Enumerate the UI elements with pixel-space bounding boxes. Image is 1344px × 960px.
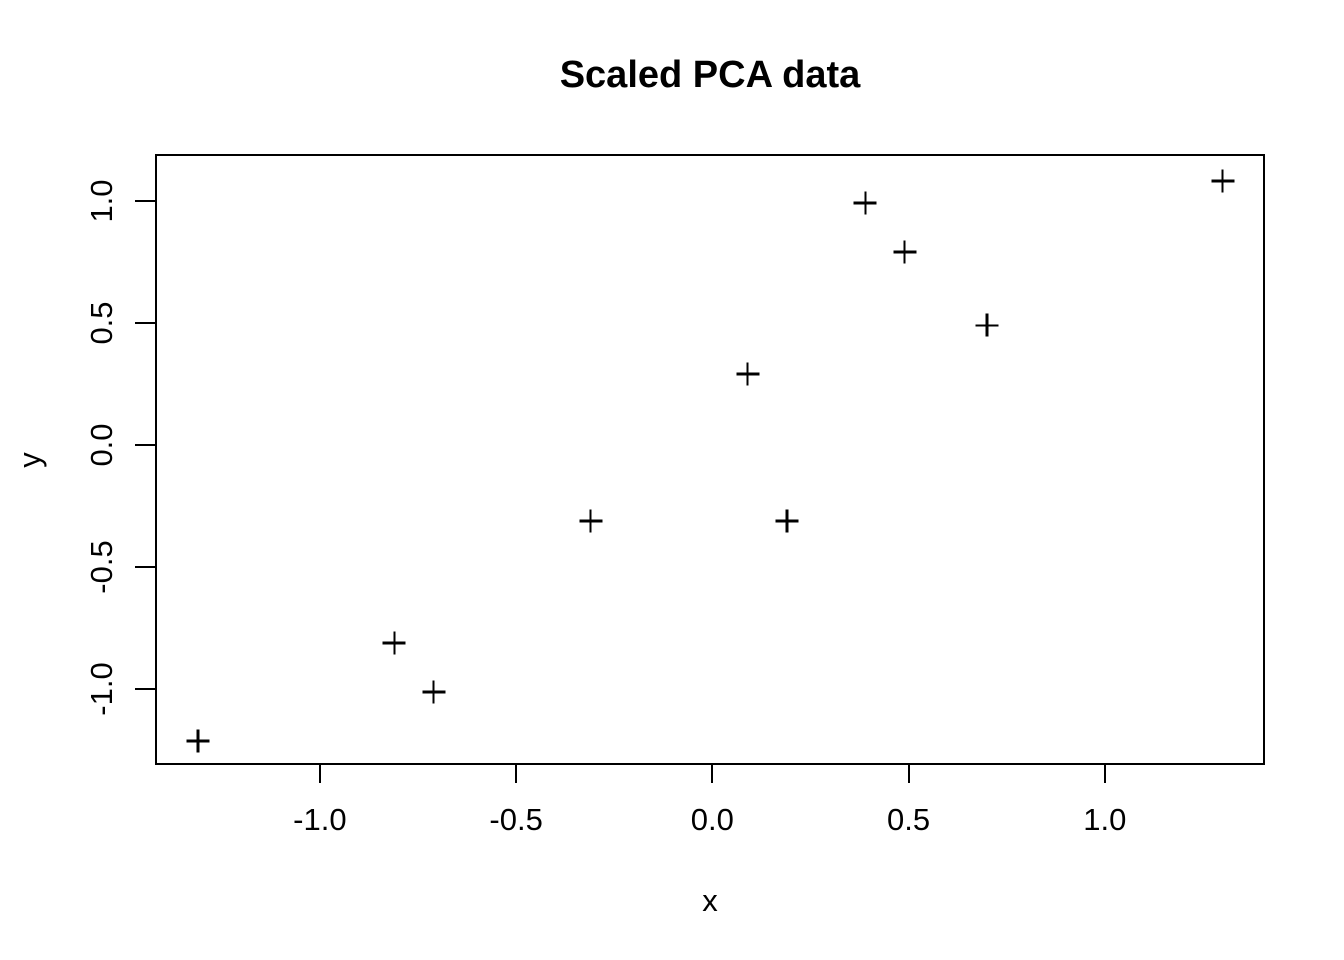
plot-area: x y -1.0 -0.5 0.0 0.5 1.0 -1.0 -0.5 0.0 0.5 1.0 <box>12 154 1265 918</box>
y-tick-mark <box>135 566 155 569</box>
x-tick-mark <box>907 763 910 783</box>
data-point <box>382 631 406 655</box>
y-tick-label: 0.0 <box>84 423 119 467</box>
y-tick-mark <box>135 444 155 447</box>
x-axis-label: x <box>702 883 718 918</box>
data-point <box>1211 169 1235 193</box>
y-tick-mark <box>135 321 155 324</box>
y-tick-mark <box>135 199 155 202</box>
y-tick-label: -1.0 <box>84 662 119 717</box>
x-tick-mark <box>1103 763 1106 783</box>
x-tick-label: 0.5 <box>887 802 931 837</box>
x-tick-label: -1.0 <box>293 802 347 837</box>
data-point <box>853 191 877 215</box>
data-point <box>186 729 210 753</box>
chart-title: Scaled PCA data <box>559 54 861 96</box>
y-tick-label: 1.0 <box>84 179 119 223</box>
x-tick-label: 0.0 <box>690 802 734 837</box>
x-tick-label: 1.0 <box>1083 802 1127 837</box>
y-tick-mark <box>135 688 155 691</box>
x-tick-label: -0.5 <box>489 802 543 837</box>
data-point <box>775 509 799 533</box>
data-point <box>579 509 603 533</box>
x-tick-mark <box>318 763 321 783</box>
y-tick-label: -0.5 <box>84 540 119 594</box>
data-point <box>736 362 760 386</box>
data-point <box>893 240 917 264</box>
data-point <box>422 680 446 704</box>
y-tick-label: 0.5 <box>84 301 119 345</box>
data-point <box>975 313 999 337</box>
y-axis-label: y <box>12 452 47 468</box>
x-tick-mark <box>711 763 714 783</box>
x-tick-mark <box>515 763 518 783</box>
